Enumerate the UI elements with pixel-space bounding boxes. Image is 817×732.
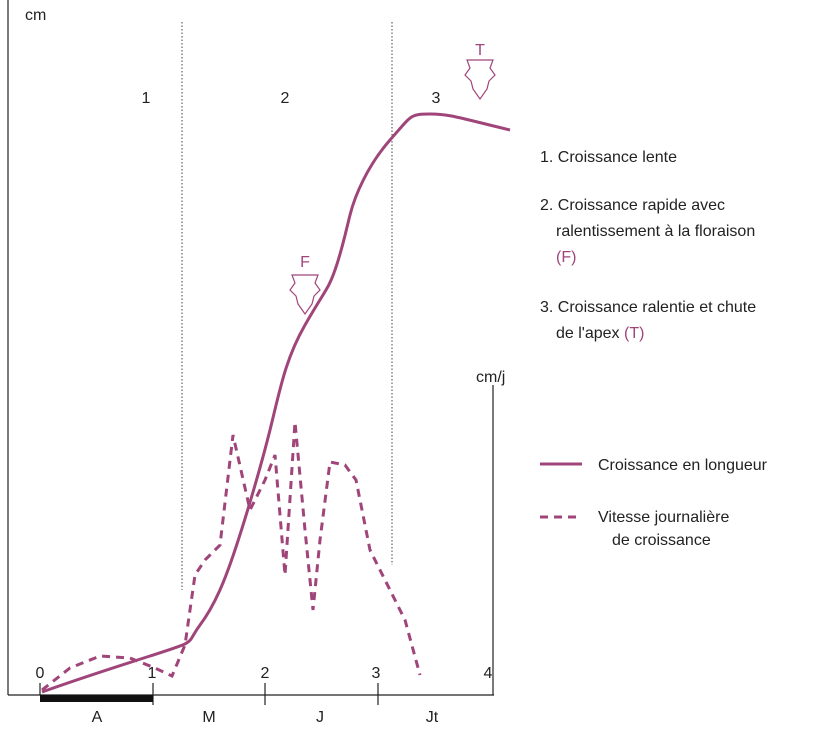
x-tick-label: 0 bbox=[36, 665, 45, 682]
legend-label: Croissance en longueur bbox=[598, 457, 768, 474]
flowering-marker: F bbox=[289, 254, 321, 316]
phase-label: 1 bbox=[142, 90, 151, 107]
period-bar bbox=[40, 695, 153, 702]
note: de l'apex (T) bbox=[556, 325, 644, 342]
y-label: cm bbox=[25, 7, 46, 24]
x-ticks: 0 1 2 3 4 bbox=[36, 665, 493, 682]
note: ralentissement à la floraison bbox=[556, 223, 755, 240]
note-line: de l'apex bbox=[556, 325, 620, 342]
x-tick-label: 3 bbox=[372, 665, 381, 682]
period-label: M bbox=[202, 709, 215, 726]
legend: Croissance en longueur Vitesse journaliè… bbox=[540, 457, 768, 549]
note: 1. Croissance lente bbox=[540, 149, 677, 166]
marker-label: F bbox=[300, 254, 310, 271]
note: 3. Croissance ralentie et chute bbox=[540, 299, 756, 316]
axes bbox=[7, 0, 494, 705]
note: 2. Croissance rapide avec bbox=[540, 197, 725, 214]
marker-label: T bbox=[475, 42, 485, 59]
speed-curve bbox=[41, 421, 422, 692]
apex-marker: T bbox=[464, 42, 496, 101]
period-label: A bbox=[92, 709, 103, 726]
x-tick-label: 4 bbox=[484, 665, 493, 682]
y2-label: cm/j bbox=[476, 369, 505, 386]
x-tick-label: 1 bbox=[148, 665, 157, 682]
note-marker: (T) bbox=[624, 325, 644, 342]
length-curve bbox=[41, 112, 511, 694]
legend-label: de croissance bbox=[612, 532, 711, 549]
legend-label: Vitesse journalière bbox=[598, 509, 729, 526]
notes: 1. Croissance lente 2. Croissance rapide… bbox=[540, 149, 756, 342]
period-label: Jt bbox=[426, 709, 439, 726]
phase-label: 2 bbox=[281, 90, 290, 107]
periods: A M J Jt bbox=[92, 709, 439, 726]
phase-label: 3 bbox=[432, 90, 441, 107]
period-label: J bbox=[316, 709, 324, 726]
note-marker: (F) bbox=[556, 249, 576, 266]
x-tick-label: 2 bbox=[261, 665, 270, 682]
